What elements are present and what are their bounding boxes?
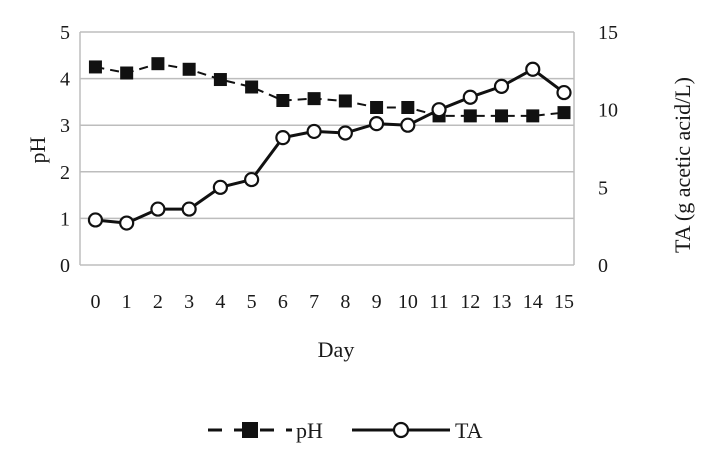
x-tick-label: 3	[184, 291, 194, 313]
x-tick-label: 14	[523, 291, 543, 313]
data-point-ph	[120, 66, 134, 80]
data-point-ta	[87, 212, 104, 228]
x-tick-labels: 0 1 2 3 4 5 6 7 8 9 10 11 12 13 14 15	[90, 291, 574, 313]
y-right-tick-labels: 0 5 10 15	[598, 22, 618, 277]
data-point-ph	[338, 94, 352, 108]
data-point-ph	[151, 57, 165, 71]
series-line-ph	[95, 62, 565, 117]
x-tick-label: 1	[122, 291, 132, 313]
data-point-ta	[306, 123, 322, 140]
legend-marker-ph	[242, 422, 258, 438]
data-point-ta	[368, 116, 385, 132]
x-tick-label: 4	[215, 291, 225, 313]
x-tick-label: 5	[247, 291, 257, 313]
x-tick-label: 6	[278, 291, 288, 313]
x-tick-label: 15	[554, 291, 574, 313]
data-point-ph	[182, 62, 196, 76]
legend-label-ph: pH	[296, 418, 323, 443]
y-left-tick-label: 1	[60, 208, 70, 230]
data-point-ph	[213, 73, 227, 87]
data-point-ph	[463, 109, 477, 123]
y-left-tick-label: 3	[60, 115, 70, 137]
x-tick-label: 2	[153, 291, 163, 313]
y-left-axis-title: pH	[25, 136, 50, 163]
data-point-ta	[493, 78, 510, 94]
data-point-ta	[525, 61, 541, 77]
gridlines	[80, 31, 574, 220]
y-right-tick-label: 15	[598, 22, 618, 44]
data-point-ta	[556, 84, 572, 101]
x-axis-title: Day	[318, 337, 355, 362]
data-point-ph	[557, 106, 571, 120]
x-tick-label: 0	[90, 291, 100, 313]
data-point-ph	[370, 100, 384, 114]
data-point-ph	[307, 92, 321, 106]
data-point-ta	[150, 201, 166, 217]
data-point-ta	[181, 201, 197, 217]
y-left-tick-label: 4	[60, 69, 70, 91]
x-tick-label: 9	[372, 291, 382, 313]
data-point-ta	[337, 125, 353, 141]
y-left-tick-label: 2	[60, 162, 70, 184]
plot-area	[79, 31, 575, 266]
data-point-ph	[245, 80, 259, 94]
y-left-tick-label: 0	[60, 255, 70, 277]
legend-marker-ta	[392, 421, 410, 439]
data-point-ta	[462, 89, 478, 105]
x-tick-label: 10	[398, 291, 418, 313]
series-layer	[87, 57, 572, 231]
x-tick-label: 13	[492, 291, 512, 313]
x-tick-label: 7	[309, 291, 319, 313]
data-point-ta	[244, 171, 260, 188]
data-point-ta	[275, 130, 291, 146]
legend: pH TA	[208, 418, 483, 443]
data-point-ph	[88, 60, 102, 74]
y-left-tick-label: 5	[60, 22, 70, 44]
series-line-ta	[95, 67, 565, 225]
x-tick-label: 11	[429, 291, 448, 313]
data-point-ta	[431, 102, 447, 118]
y-right-tick-label: 5	[598, 177, 608, 199]
x-tick-label: 8	[340, 291, 350, 313]
data-point-ta	[212, 179, 228, 195]
y-right-axis-title: TA (g acetic acid/L)	[670, 77, 695, 253]
legend-label-ta: TA	[455, 418, 483, 443]
data-point-ta	[400, 117, 416, 133]
data-point-ph	[401, 100, 415, 114]
data-point-ph	[495, 109, 509, 123]
y-left-tick-labels: 0 1 2 3 4 5	[60, 22, 70, 277]
x-tick-label: 12	[460, 291, 480, 313]
data-point-ta	[119, 215, 135, 231]
data-point-ph	[526, 109, 540, 123]
y-right-tick-label: 10	[598, 100, 618, 122]
data-point-ph	[276, 94, 290, 108]
y-right-tick-label: 0	[598, 255, 608, 277]
